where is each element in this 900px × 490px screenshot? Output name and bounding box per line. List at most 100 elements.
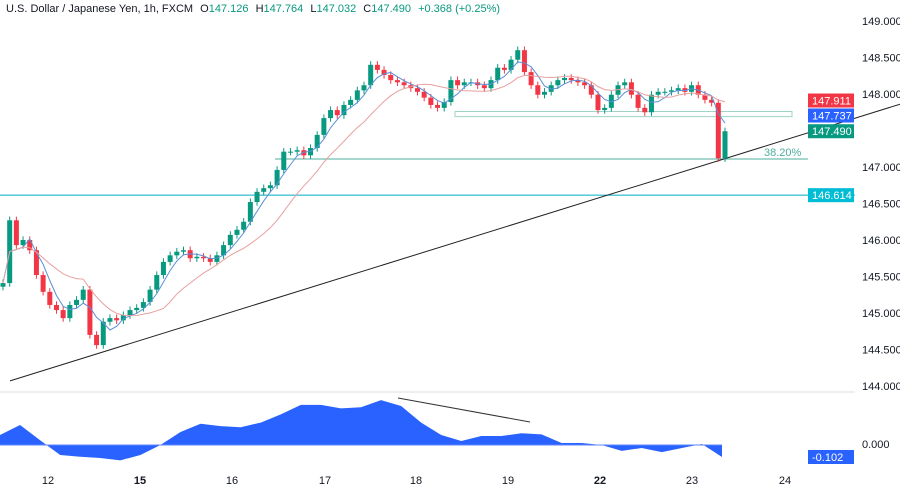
candle-body bbox=[314, 134, 320, 149]
fib-38-label: 38.20% bbox=[764, 147, 802, 159]
candle-body bbox=[60, 310, 66, 319]
low-value: 147.032 bbox=[316, 3, 357, 15]
candle-body bbox=[181, 250, 186, 252]
candle-body bbox=[100, 321, 106, 346]
candle-body bbox=[635, 94, 641, 108]
time-tick-label: 23 bbox=[686, 475, 698, 487]
time-tick-label: 22 bbox=[594, 475, 606, 487]
candle-body bbox=[13, 220, 19, 246]
candle-body bbox=[528, 72, 534, 86]
price-tag-bg bbox=[808, 124, 854, 139]
price-tag-bg bbox=[808, 93, 854, 108]
price-tick-label: 148.500 bbox=[862, 53, 900, 65]
candle-body bbox=[328, 110, 334, 119]
candle-body bbox=[495, 67, 501, 81]
candle-body bbox=[134, 307, 140, 311]
candle-body bbox=[87, 289, 93, 335]
candle-body bbox=[94, 334, 100, 346]
oscillator-zero-label: 0.000 bbox=[862, 439, 890, 451]
price-tick-label: 147.000 bbox=[862, 162, 900, 174]
candle-body bbox=[47, 291, 53, 305]
candle-body bbox=[221, 245, 227, 256]
candle-body bbox=[455, 80, 461, 86]
candle-body bbox=[374, 64, 380, 70]
candle-body bbox=[388, 75, 394, 81]
high-value: 147.764 bbox=[263, 3, 304, 15]
candle-body bbox=[595, 94, 601, 111]
candle-body bbox=[435, 104, 441, 108]
oscillator-tag-bg bbox=[808, 450, 854, 464]
candle-body bbox=[575, 80, 581, 83]
candle-body bbox=[274, 169, 280, 186]
candle-body bbox=[207, 258, 213, 262]
price-tick-label: 145.500 bbox=[862, 272, 900, 284]
time-tick-label: 15 bbox=[134, 475, 146, 487]
candle-body bbox=[127, 310, 133, 316]
candle-body bbox=[294, 150, 300, 152]
candle-body bbox=[588, 85, 594, 95]
candle-body bbox=[521, 50, 527, 73]
candle-body bbox=[234, 229, 240, 235]
open-label: O bbox=[200, 3, 209, 15]
price-tag-label: 146.614 bbox=[812, 190, 852, 202]
candle-body bbox=[254, 191, 260, 203]
candle-body bbox=[722, 131, 728, 159]
candle-body bbox=[562, 77, 568, 81]
candle-body bbox=[154, 275, 160, 290]
moving-averages bbox=[2, 61, 726, 331]
candle-body bbox=[368, 64, 374, 86]
candle-body bbox=[194, 256, 200, 259]
candle-body bbox=[508, 59, 514, 70]
candle-body bbox=[214, 255, 220, 262]
drawings: 38.20% bbox=[0, 103, 900, 382]
candle-body bbox=[227, 234, 233, 246]
candle-body bbox=[655, 91, 661, 95]
candle-body bbox=[341, 104, 347, 116]
candle-body bbox=[414, 88, 420, 92]
price-axis[interactable]: 149.000 148.500 148.000 147.000 146.500 146.0… bbox=[862, 16, 900, 393]
candle-body bbox=[361, 85, 367, 91]
close-value: 147.490 bbox=[371, 3, 412, 15]
candle-body bbox=[401, 82, 407, 86]
candle-body bbox=[642, 107, 648, 113]
price-tag-label: 147.490 bbox=[812, 126, 852, 138]
time-tick-label: 17 bbox=[319, 475, 331, 487]
price-tick-label: 144.000 bbox=[862, 381, 900, 393]
candle-body bbox=[622, 82, 628, 86]
candle-body bbox=[74, 299, 80, 305]
ma-slow-line bbox=[2, 74, 726, 317]
time-axis[interactable]: 12 15 16 17 18 19 22 23 24 bbox=[42, 475, 791, 487]
candle-body bbox=[501, 67, 507, 70]
time-tick-label: 24 bbox=[779, 475, 791, 487]
candle-body bbox=[80, 289, 86, 300]
candle-body bbox=[53, 304, 59, 311]
price-tag-bg bbox=[808, 188, 854, 203]
candle-body bbox=[120, 315, 126, 321]
divergence-line bbox=[397, 397, 531, 423]
symbol-legend: U.S. Dollar / Japanese Yen, 1h, FXCM O14… bbox=[6, 3, 500, 15]
candle-body bbox=[548, 85, 554, 92]
low-label: L bbox=[310, 3, 317, 15]
candle-body bbox=[174, 251, 180, 256]
resistance-zone bbox=[454, 111, 793, 118]
candle-body bbox=[675, 88, 681, 91]
price-tick-label: 146.000 bbox=[862, 235, 900, 247]
candle-body bbox=[267, 185, 273, 189]
candle-body bbox=[421, 91, 427, 98]
candle-body bbox=[348, 99, 354, 105]
candle-body bbox=[147, 289, 153, 303]
candle-body bbox=[0, 283, 6, 287]
candle-body bbox=[167, 255, 173, 262]
candle-body bbox=[33, 250, 39, 276]
candle-body bbox=[515, 50, 521, 60]
candle-body bbox=[662, 91, 668, 93]
candle-body bbox=[428, 97, 434, 105]
candle-body bbox=[160, 261, 166, 276]
time-tick-label: 12 bbox=[42, 475, 54, 487]
price-tags: 147.911 147.737 147.490 146.614 bbox=[808, 93, 854, 203]
candle-body bbox=[648, 94, 654, 113]
price-tick-label: 146.500 bbox=[862, 199, 900, 211]
candle-body bbox=[40, 275, 46, 292]
candle-body bbox=[114, 318, 120, 321]
